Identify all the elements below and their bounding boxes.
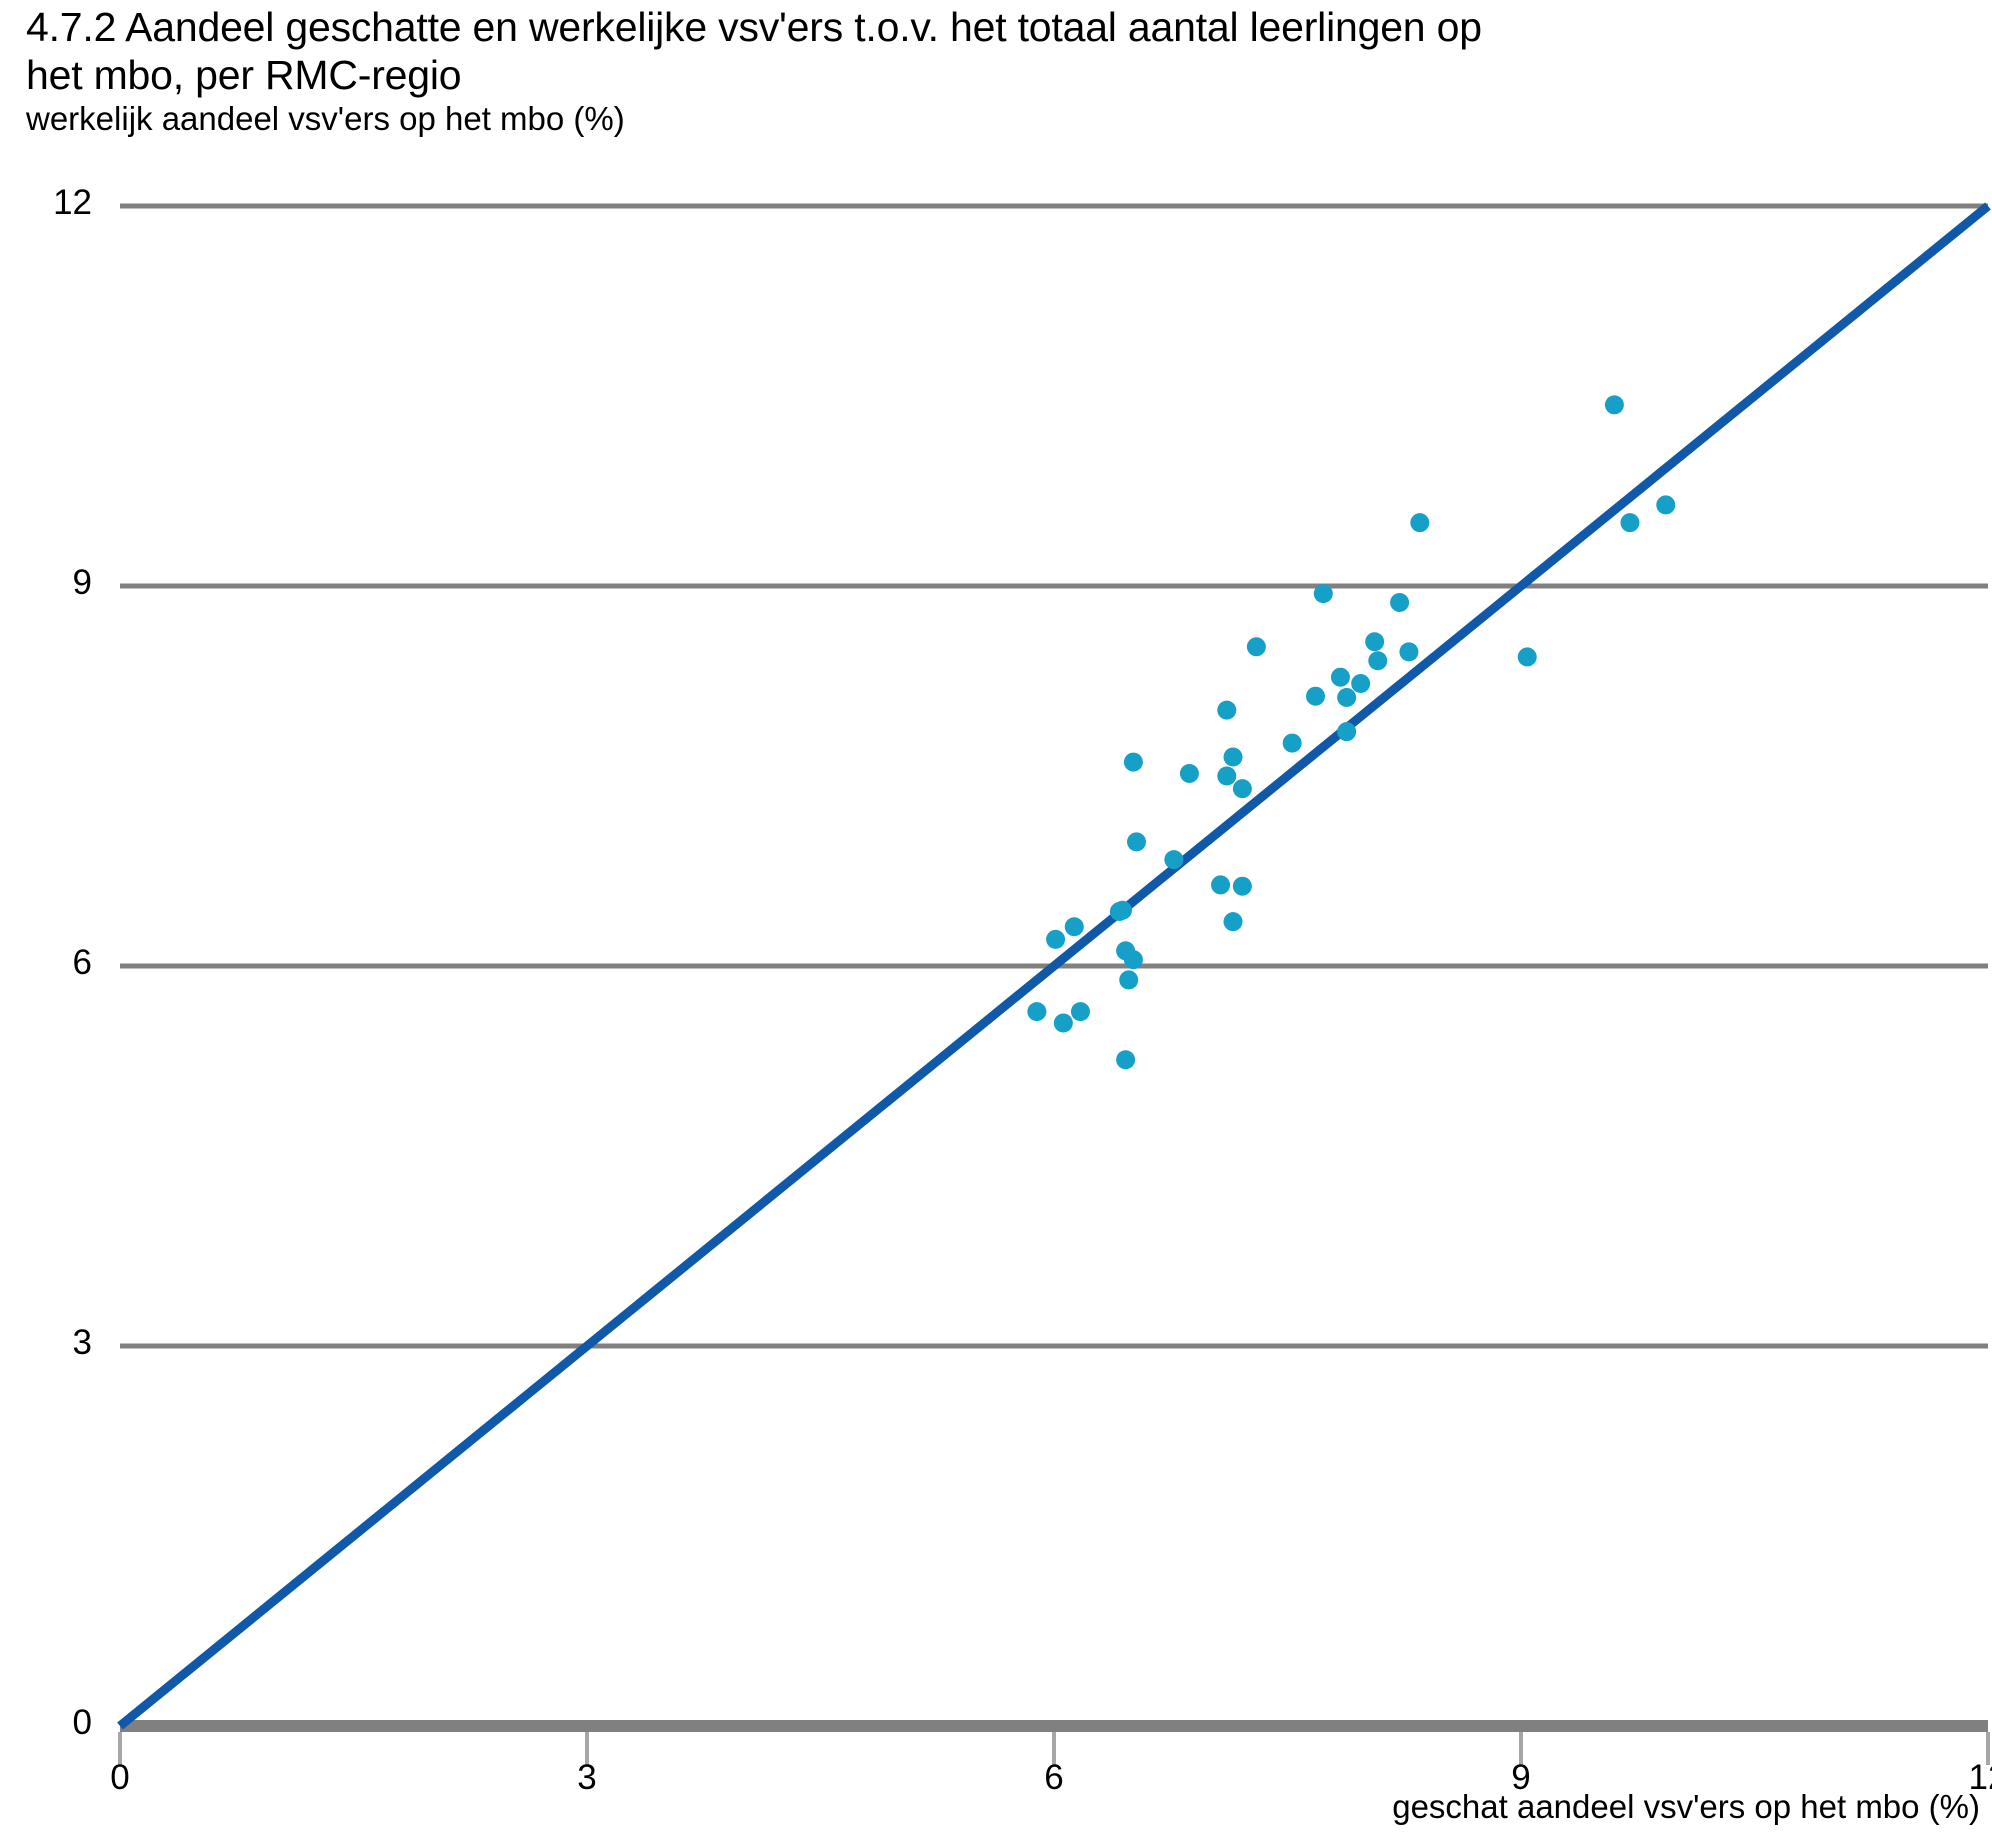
y-tick-label: 0 <box>72 1703 92 1742</box>
scatter-point <box>1306 686 1326 706</box>
scatter-point <box>1217 700 1237 720</box>
y-tick-label: 9 <box>72 563 92 602</box>
scatter-point <box>1116 1050 1136 1070</box>
scatter-point <box>1517 647 1537 667</box>
scatter-point <box>1410 513 1430 533</box>
x-axis-title: geschat aandeel vsv'ers op het mbo (%) <box>1392 1788 1980 1825</box>
scatter-point <box>1053 1013 1073 1033</box>
scatter-point <box>1330 667 1350 687</box>
scatter-point <box>1070 1002 1090 1022</box>
scatter-point <box>1232 779 1252 799</box>
y-tick-label: 6 <box>72 943 92 982</box>
scatter-point <box>1127 832 1147 852</box>
scatter-point <box>1223 912 1243 932</box>
scatter-point <box>1064 917 1084 937</box>
x-tick-label: 3 <box>577 1758 597 1797</box>
y-tick-label: 3 <box>72 1323 92 1362</box>
scatter-point <box>1217 766 1237 786</box>
scatter-point <box>1313 584 1333 604</box>
gridlines-group <box>120 203 1988 1349</box>
scatter-point <box>1123 950 1143 970</box>
scatter-point <box>1246 637 1266 657</box>
scatter-point <box>1368 651 1388 671</box>
scatter-point <box>1112 900 1132 920</box>
scatter-point <box>1365 632 1385 652</box>
scatter-point <box>1232 876 1252 896</box>
scatter-point <box>1046 929 1066 949</box>
scatter-point <box>1282 733 1302 753</box>
scatter-point <box>1351 674 1371 694</box>
scatter-point <box>1337 722 1357 742</box>
scatter-point <box>1337 687 1357 707</box>
reference-line <box>117 202 1991 1730</box>
scatter-point <box>1399 642 1419 662</box>
x-tick-label: 9 <box>1511 1758 1531 1797</box>
scatter-point <box>1027 1002 1047 1022</box>
chart-title: 4.7.2 Aandeel geschatte en werkelijke vs… <box>26 4 1482 98</box>
scatter-point <box>1620 513 1640 533</box>
x-tick-label: 0 <box>110 1758 130 1797</box>
x-tick-label: 12 <box>1968 1758 1992 1797</box>
scatter-point <box>1223 747 1243 767</box>
y-axis-title: werkelijk aandeel vsv'ers op het mbo (%) <box>26 100 625 137</box>
data-points-group <box>1027 395 1676 1070</box>
scatter-point <box>1656 495 1676 515</box>
x-tick-marks-group <box>118 1732 1990 1765</box>
scatter-point <box>1390 592 1410 612</box>
scatter-point <box>1604 395 1624 415</box>
scatter-point <box>1119 970 1139 990</box>
scatter-point <box>1211 875 1231 895</box>
reference-line-group <box>117 202 1991 1730</box>
y-tick-label: 12 <box>53 183 92 222</box>
x-tick-label: 6 <box>1044 1758 1064 1797</box>
scatter-point <box>1179 763 1199 783</box>
scatter-point <box>1164 850 1184 870</box>
scatter-point <box>1123 752 1143 772</box>
